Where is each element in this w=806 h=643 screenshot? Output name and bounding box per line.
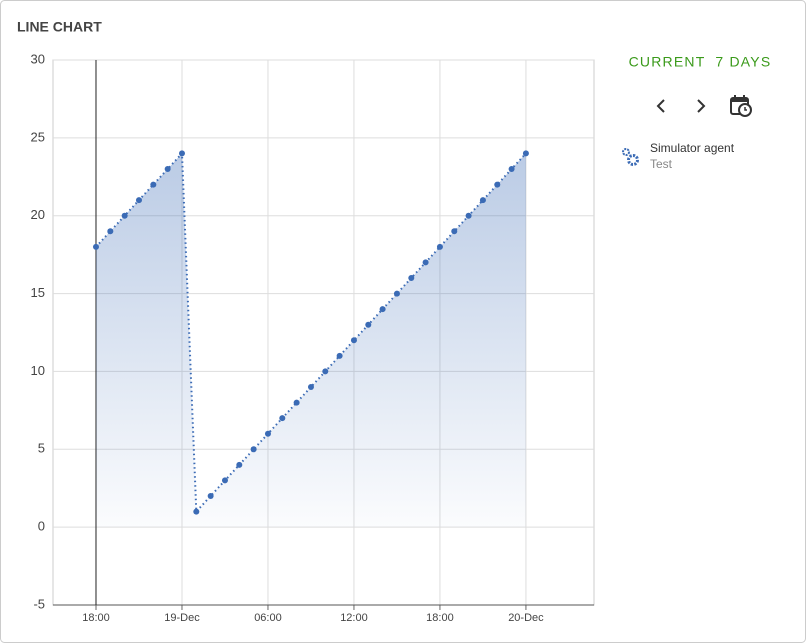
point (221, 477, 228, 484)
prev-button[interactable] (656, 99, 665, 113)
y-tick-label: 20 (31, 207, 45, 222)
point (264, 430, 271, 437)
point (508, 166, 515, 172)
x-tick-label: 12:00 (340, 612, 368, 624)
point (279, 415, 286, 422)
point (465, 212, 472, 219)
y-tick-label: 25 (31, 129, 45, 144)
x-tick-label: 18:00 (426, 612, 454, 624)
x-tick-label: 18:00 (82, 612, 110, 624)
point (336, 352, 343, 359)
point (408, 275, 415, 281)
x-tick-label: 19-Dec (164, 612, 200, 624)
point (494, 181, 501, 188)
point (135, 197, 142, 204)
plot: -5 0 5 10 15 20 25 30 18:00 19-Dec 06:00 12:00 18:00… (31, 51, 595, 624)
point (422, 259, 429, 266)
point (250, 446, 257, 453)
point (107, 228, 114, 235)
x-tick-label: 06:00 (254, 612, 282, 624)
y-tick-label: 15 (31, 285, 45, 300)
y-tick-label: 0 (38, 519, 45, 534)
point (350, 337, 357, 344)
point (92, 243, 99, 250)
legend-description: Test (650, 157, 673, 171)
point (307, 384, 314, 390)
legend-name: Simulator agent (650, 141, 735, 155)
point (207, 493, 214, 499)
y-tick-label: 10 (31, 363, 45, 378)
x-tick-label: 20-Dec (508, 612, 544, 624)
y-tick-label: -5 (33, 596, 45, 611)
area (95, 153, 526, 528)
point (178, 150, 185, 157)
point (322, 368, 329, 375)
point (393, 290, 400, 297)
y-tick-label: 5 (38, 441, 45, 456)
point (522, 150, 529, 157)
period-label[interactable]: CURRENT 7 DAYS (629, 54, 772, 70)
calendar-button[interactable] (730, 95, 752, 117)
y-tick-label: 30 (31, 51, 45, 66)
point (236, 461, 243, 468)
point (365, 321, 372, 328)
point (436, 243, 443, 250)
point (451, 228, 458, 235)
point (193, 508, 200, 515)
point (479, 197, 486, 204)
point (121, 212, 128, 219)
next-button[interactable] (697, 99, 706, 113)
point (150, 181, 157, 188)
point (379, 306, 386, 313)
point (293, 399, 300, 406)
agent-icon (622, 148, 639, 166)
point (164, 166, 171, 172)
chart-title: LINE CHART (17, 19, 102, 35)
